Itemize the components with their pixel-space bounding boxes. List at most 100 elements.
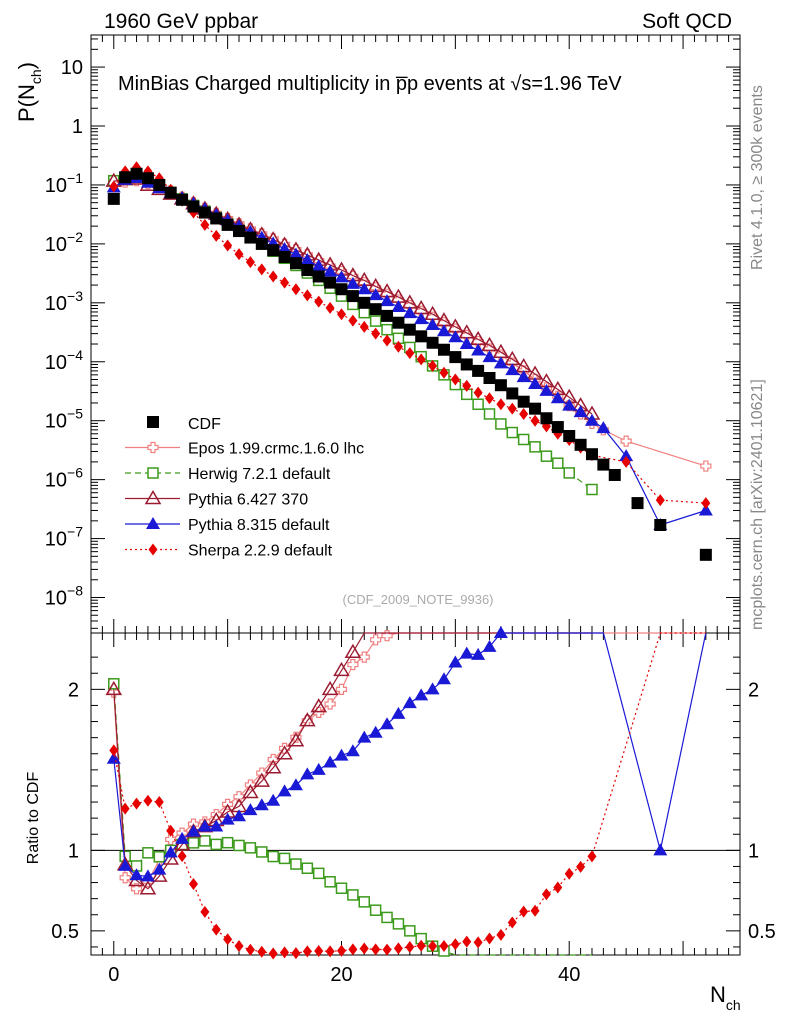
ratio-point (369, 904, 382, 916)
data-point (346, 290, 359, 303)
series-point (234, 248, 244, 261)
series-point (530, 414, 540, 427)
ratio-point (243, 803, 258, 816)
ratio-point (253, 772, 271, 787)
series-point (245, 256, 255, 269)
ratio-point (177, 850, 187, 863)
legend-marker (147, 416, 159, 428)
ratio-point (392, 918, 405, 930)
ratio-point (291, 947, 301, 960)
ratio-point (344, 643, 362, 658)
data-point (460, 358, 473, 371)
data-point (472, 364, 485, 377)
ratio-point (405, 940, 415, 953)
series-point (291, 283, 301, 296)
data-point (608, 468, 621, 481)
series (105, 161, 713, 960)
ratio-point (301, 862, 314, 874)
axes: 0 20 4010−810−710−610−510−410−310−210−1110… (45, 34, 776, 986)
ratio-point (507, 916, 517, 929)
ratio-point (471, 647, 486, 660)
data-point (529, 402, 542, 415)
ratio-point (459, 646, 474, 659)
series-point (414, 312, 429, 325)
data-point (335, 283, 348, 296)
y-axis-label: P(Nch) (14, 62, 44, 122)
x-axis-label: Nch (710, 982, 741, 1013)
ratio-point (530, 904, 540, 917)
ratio-point (335, 882, 348, 894)
legend-marker (148, 543, 158, 556)
legend-marker (144, 490, 162, 505)
series-point (381, 323, 393, 336)
header-category: Soft QCD (642, 10, 732, 33)
series-point (472, 398, 484, 411)
legend-label: Sherpa 2.2.9 default (188, 543, 333, 560)
ratio-tick-label: 0.5 (51, 921, 79, 943)
ratio-point (404, 925, 416, 937)
data-point (631, 497, 644, 510)
data-point (563, 430, 576, 443)
legend-label: CDF (188, 416, 221, 433)
ratio-point (220, 812, 235, 825)
ratio-line (113, 632, 706, 955)
ratio-point (382, 943, 392, 956)
series-point (436, 324, 451, 337)
data-series-cdf (107, 167, 712, 561)
ratio-point (276, 745, 293, 760)
data-point (244, 231, 257, 244)
data-point (483, 372, 496, 385)
ratio-point (210, 838, 222, 851)
series-point (314, 295, 324, 308)
series-point (519, 407, 529, 420)
ratio-tick-label-right: 1 (748, 840, 759, 862)
series-point (450, 373, 460, 386)
data-point (426, 336, 439, 349)
chart-title: MinBias Charged multiplicity in p̅p even… (118, 73, 622, 95)
legend-entry-cdf: CDF (147, 416, 221, 433)
ratio-point (348, 943, 358, 956)
series-point (359, 320, 369, 333)
series-point (483, 408, 496, 420)
ratio-point (541, 888, 551, 901)
ratio-point (288, 778, 303, 791)
data-point (403, 323, 416, 336)
series-point (539, 383, 554, 396)
ratio-point (234, 939, 244, 952)
series-point (459, 337, 474, 350)
series-point (211, 229, 221, 242)
ratio-point (105, 680, 123, 696)
series-point (405, 347, 415, 360)
data-point (312, 270, 325, 283)
series-point (473, 386, 483, 399)
svg-text:P(Nch): P(Nch) (14, 62, 44, 122)
ratio-point (425, 682, 440, 695)
ratio-point (576, 860, 586, 873)
series-point (516, 370, 531, 383)
data-point (699, 548, 712, 561)
svg-text:Nch: Nch (710, 982, 741, 1013)
legend-marker (147, 441, 159, 454)
ratio-point (358, 896, 371, 908)
ratio-point (370, 634, 382, 646)
data-point (164, 186, 177, 199)
data-point (574, 438, 587, 451)
series-point (323, 264, 338, 277)
ratio-point (473, 936, 483, 949)
ratio-point (242, 784, 259, 799)
ratio-point (165, 833, 177, 846)
ratio-point (257, 945, 267, 958)
data-point (130, 167, 143, 180)
ratio-point (166, 824, 176, 837)
ratio-point (428, 940, 438, 953)
series-point (493, 356, 508, 369)
ratio-point (129, 868, 144, 881)
ratio-point (118, 858, 133, 871)
series-point (257, 263, 267, 276)
ratio-point (140, 869, 155, 882)
ratio-point (312, 867, 325, 880)
ratio-point (496, 928, 506, 941)
data-point (494, 379, 507, 392)
ratio-point (142, 847, 154, 859)
ratio-point (211, 923, 221, 936)
